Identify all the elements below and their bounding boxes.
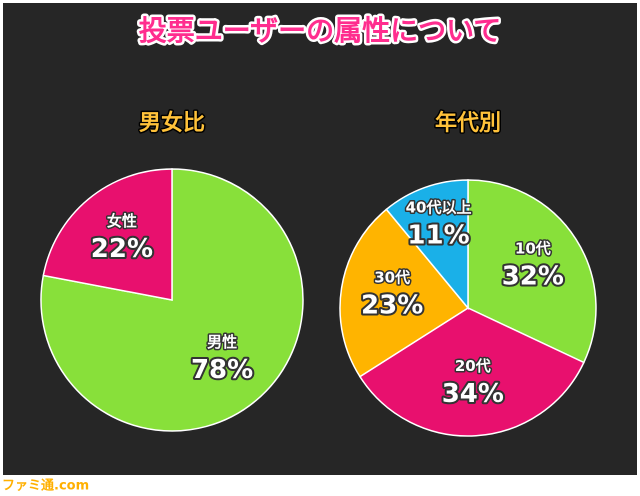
- slice-value-label: 34%: [442, 379, 504, 409]
- slice-value-label: 32%: [502, 261, 564, 291]
- slice-value-label: 22%: [91, 234, 153, 264]
- slice-value-label: 23%: [361, 290, 423, 320]
- pie-slice: [42, 168, 173, 301]
- slice-category: 10代: [515, 239, 551, 257]
- slice-category: 40代以上: [406, 199, 472, 217]
- slice-category: 女性: [107, 212, 137, 230]
- pie-slice: [339, 208, 470, 378]
- slice-category: 20代: [455, 357, 491, 375]
- pie-slice: [467, 179, 597, 364]
- chart-title: 年代別: [435, 110, 501, 136]
- slice-category: 男性: [207, 333, 237, 351]
- pie-slice: [358, 307, 585, 437]
- watermark: ファミ通.com: [2, 478, 89, 494]
- chart-title: 男女比: [139, 110, 205, 136]
- pie-slice: [385, 179, 469, 311]
- slice-value-label: 78%: [191, 355, 253, 385]
- slice-value-label: 11%: [407, 221, 469, 251]
- slice-category: 30代: [374, 268, 410, 286]
- page-title: 投票ユーザーの属性について: [139, 14, 502, 47]
